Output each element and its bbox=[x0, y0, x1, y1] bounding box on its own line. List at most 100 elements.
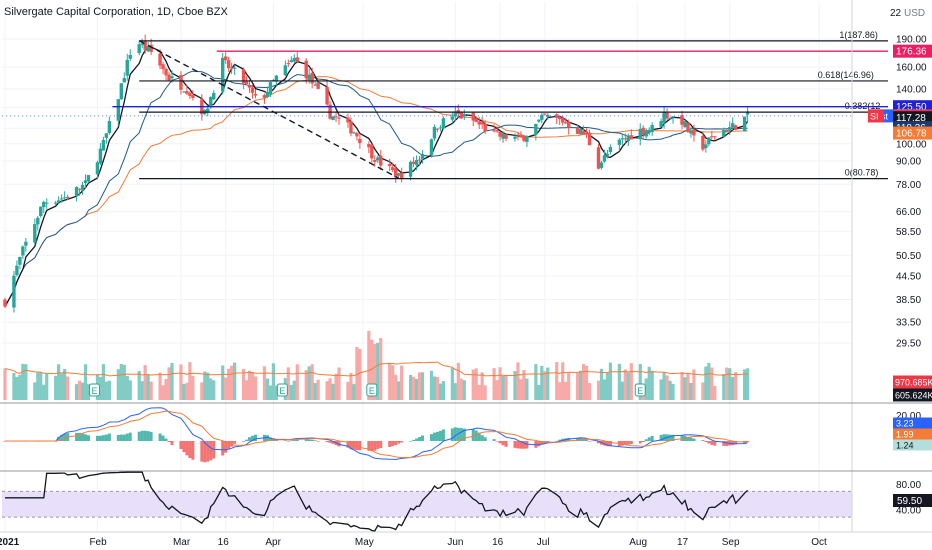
candle-body bbox=[370, 144, 374, 159]
volume-bar bbox=[680, 372, 684, 400]
macd-histogram-bar bbox=[629, 441, 633, 445]
macd-histogram-bar bbox=[355, 441, 359, 451]
trend-line-dashed bbox=[138, 40, 399, 179]
macd-histogram-bar bbox=[734, 441, 738, 445]
macd-histogram-bar bbox=[325, 441, 329, 443]
time-tick-label: Oct bbox=[811, 537, 827, 548]
volume-bar bbox=[149, 381, 153, 400]
time-tick-label: Jun bbox=[447, 537, 463, 548]
volume-bar bbox=[722, 374, 726, 400]
macd-histogram-bar bbox=[409, 440, 413, 442]
candle-body bbox=[268, 82, 273, 95]
macd-histogram-bar bbox=[388, 441, 392, 448]
volume-bar bbox=[546, 367, 550, 400]
candle-body bbox=[429, 139, 434, 156]
volume-bar bbox=[328, 378, 332, 400]
macd-histogram-bar bbox=[731, 441, 735, 446]
volume-bar bbox=[57, 364, 61, 400]
macd-badge bbox=[893, 428, 932, 440]
volume-bar bbox=[209, 378, 213, 400]
macd-histogram-bar bbox=[516, 441, 520, 449]
candle-body bbox=[477, 121, 481, 125]
time-tick-label: Sep bbox=[722, 537, 740, 548]
candle-body bbox=[18, 256, 22, 265]
candle-body bbox=[516, 134, 520, 136]
candle-body bbox=[128, 54, 132, 59]
price-tick-label: 44.50 bbox=[896, 271, 921, 282]
candle-body bbox=[575, 127, 580, 134]
volume-bar bbox=[584, 365, 589, 400]
volume-bar bbox=[581, 364, 586, 400]
volume-bar bbox=[668, 380, 672, 400]
volume-bar bbox=[170, 362, 174, 400]
volume-bar bbox=[292, 380, 296, 400]
candle-body bbox=[408, 161, 413, 177]
candle-body bbox=[513, 136, 517, 139]
candlesticks bbox=[3, 34, 750, 313]
macd-badge-text: 1.24 bbox=[896, 441, 914, 451]
candle-body bbox=[304, 60, 308, 79]
macd-histogram-bar bbox=[209, 441, 213, 461]
candle-body bbox=[519, 135, 523, 138]
volume-bar bbox=[313, 382, 317, 400]
candle-body bbox=[313, 84, 317, 86]
volume-bar bbox=[394, 374, 398, 400]
macd-histogram-bar bbox=[713, 441, 717, 446]
macd-histogram-bar bbox=[558, 439, 562, 441]
macd-histogram-bar bbox=[116, 434, 120, 441]
macd-histogram-bar bbox=[158, 433, 162, 441]
candle-body bbox=[540, 114, 544, 120]
volume-bar bbox=[295, 364, 299, 400]
top-tick-label: 22 bbox=[890, 8, 902, 19]
candle-body bbox=[74, 187, 79, 197]
volume-bar bbox=[265, 378, 270, 400]
macd-histogram-bar bbox=[400, 441, 404, 443]
candle-body bbox=[629, 135, 633, 140]
macd-histogram-bar bbox=[668, 434, 672, 441]
macd-histogram-bar bbox=[418, 437, 422, 441]
candle-body bbox=[289, 60, 293, 63]
drawings[interactable]: 1(187.86)0.618(146.96)0.382(120(80.78) bbox=[2, 30, 888, 180]
volume-bar bbox=[21, 363, 25, 400]
macd-histogram-bar bbox=[149, 431, 153, 441]
volume-bar bbox=[167, 367, 171, 400]
candle-body bbox=[707, 137, 711, 145]
macd-histogram-bar bbox=[680, 435, 684, 441]
candle-body bbox=[161, 64, 165, 70]
macd-histogram-bar bbox=[519, 441, 523, 449]
candle-body bbox=[605, 153, 610, 156]
volume-bar bbox=[74, 384, 79, 400]
macd-histogram-bar bbox=[188, 441, 192, 459]
volume-bar bbox=[66, 376, 70, 400]
volume-bar bbox=[241, 368, 246, 400]
time-tick-label: Mar bbox=[173, 537, 191, 548]
candle-body bbox=[414, 160, 419, 166]
volume-bar bbox=[420, 372, 425, 400]
price-tick-label: 78.00 bbox=[896, 180, 921, 191]
candle-body bbox=[107, 121, 112, 133]
price-badge-text: 117.28 bbox=[896, 113, 926, 124]
volume-bar bbox=[104, 381, 108, 400]
candle-body bbox=[146, 46, 150, 52]
macd-histogram-bar bbox=[692, 438, 696, 441]
volume-bar bbox=[644, 378, 648, 400]
candle-body bbox=[525, 136, 529, 142]
volume-bar bbox=[662, 372, 666, 400]
volume-badge bbox=[893, 375, 932, 389]
macd-histogram-bar bbox=[540, 441, 544, 445]
volume-bar bbox=[388, 362, 392, 400]
volume-bar bbox=[244, 380, 249, 400]
candle-body bbox=[137, 44, 141, 54]
macd-histogram-bar bbox=[128, 432, 132, 441]
candle-body bbox=[537, 119, 541, 122]
candle-body bbox=[244, 81, 249, 84]
candle-body bbox=[555, 114, 559, 118]
volume-bar bbox=[200, 382, 204, 400]
volume-bar bbox=[119, 363, 123, 400]
volume-bar bbox=[355, 346, 359, 400]
volume-bar bbox=[164, 379, 168, 400]
candle-body bbox=[122, 78, 126, 83]
